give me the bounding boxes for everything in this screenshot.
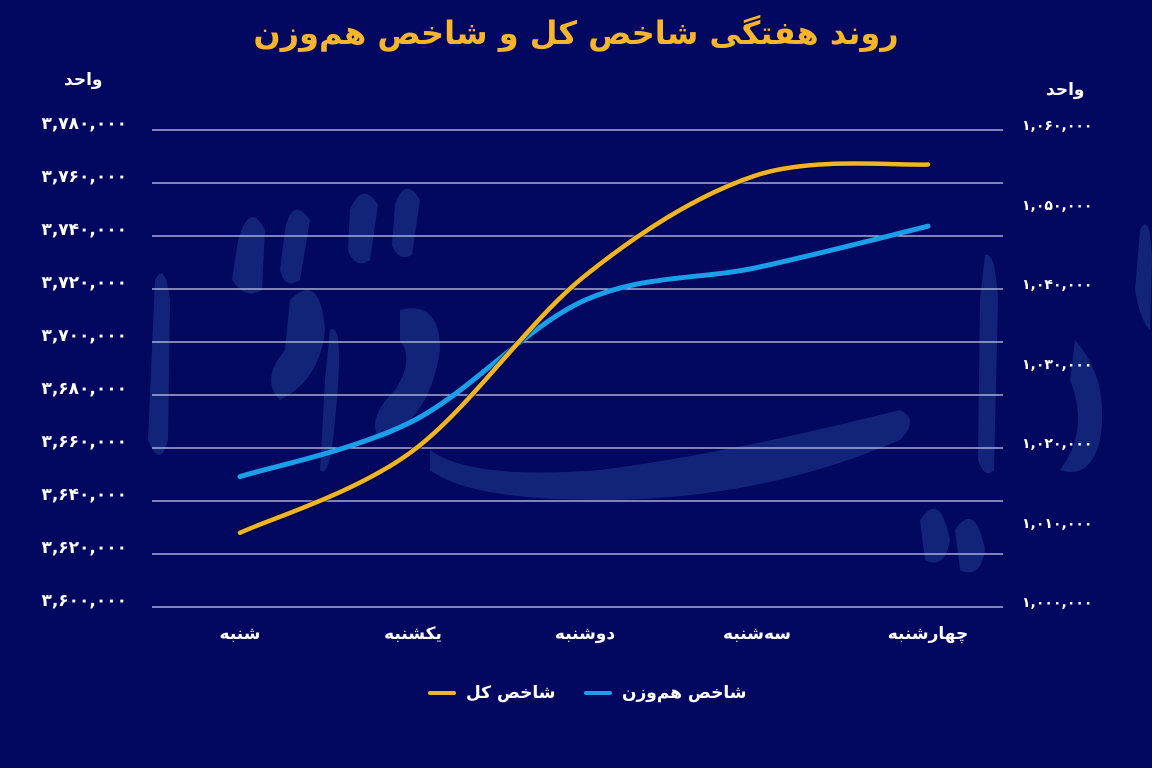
right-axis-tick: ۱,۰۲۰,۰۰۰ bbox=[1022, 436, 1093, 452]
left-axis-tick: ۳,۶۸۰,۰۰۰ bbox=[41, 379, 127, 399]
legend-item-total-index: شاخص کل bbox=[428, 683, 556, 703]
legend-swatch-gold bbox=[428, 691, 456, 695]
right-axis-tick: ۱,۰۴۰,۰۰۰ bbox=[1022, 277, 1093, 293]
x-axis-label: شنبه bbox=[219, 624, 261, 644]
series-line-equal-weight-index bbox=[237, 223, 931, 480]
chart-title: روند هفتگی شاخص کل و شاخص هم‌وزن bbox=[253, 14, 899, 52]
x-axis-label: دوشنبه bbox=[554, 624, 616, 644]
left-axis-tick: ۳,۷۰۰,۰۰۰ bbox=[41, 326, 127, 346]
left-axis-tick: ۳,۶۶۰,۰۰۰ bbox=[41, 432, 127, 452]
legend-label: شاخص هم‌وزن bbox=[622, 683, 747, 703]
left-axis-tick: ۳,۷۴۰,۰۰۰ bbox=[41, 220, 127, 240]
left-axis-tick: ۳,۷۶۰,۰۰۰ bbox=[41, 167, 127, 187]
left-axis-tick: ۳,۶۴۰,۰۰۰ bbox=[41, 485, 127, 505]
left-axis-tick: ۳,۶۰۰,۰۰۰ bbox=[41, 591, 127, 611]
series-line-shadow bbox=[236, 160, 932, 537]
gridlines bbox=[152, 129, 1003, 608]
legend-label: شاخص کل bbox=[466, 683, 556, 703]
right-axis-tick: ۱,۰۱۰,۰۰۰ bbox=[1022, 516, 1093, 532]
series-line-total-index bbox=[237, 161, 931, 536]
right-axis-tick: ۱,۰۶۰,۰۰۰ bbox=[1022, 118, 1093, 134]
legend-item-equal-weight-index: شاخص هم‌وزن bbox=[584, 683, 746, 703]
x-axis-label: سه‌شنبه bbox=[723, 624, 791, 644]
x-axis-label: چهارشنبه bbox=[887, 624, 969, 644]
left-axis-tick: ۳,۶۲۰,۰۰۰ bbox=[41, 538, 127, 558]
right-axis-tick: ۱,۰۰۰,۰۰۰ bbox=[1022, 595, 1093, 611]
x-axis-label: یکشنبه bbox=[384, 624, 442, 644]
left-axis-tick: ۳,۷۲۰,۰۰۰ bbox=[41, 273, 127, 293]
right-axis-tick: ۱,۰۵۰,۰۰۰ bbox=[1022, 198, 1093, 214]
left-axis-unit: واحد bbox=[64, 70, 103, 90]
legend-swatch-blue bbox=[584, 691, 612, 695]
left-axis-tick: ۳,۷۸۰,۰۰۰ bbox=[41, 114, 127, 134]
legend: شاخص کل شاخص هم‌وزن bbox=[0, 683, 1152, 711]
right-axis-unit: واحد bbox=[1046, 80, 1085, 100]
right-axis-tick: ۱,۰۳۰,۰۰۰ bbox=[1022, 357, 1093, 373]
